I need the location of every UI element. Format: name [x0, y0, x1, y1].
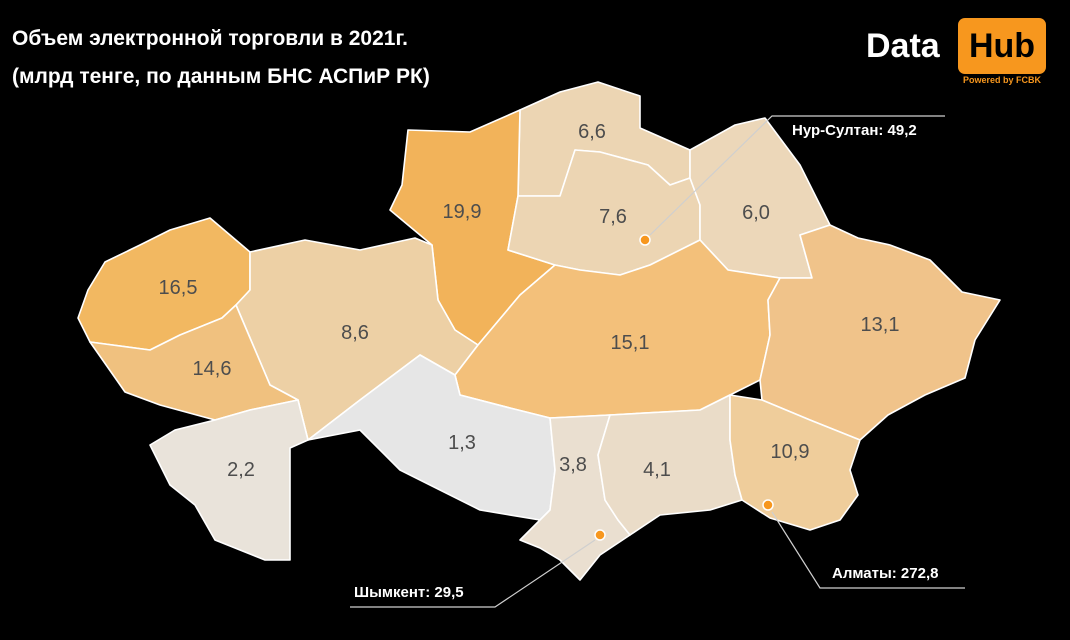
- city-marker-nursultan: [639, 234, 651, 246]
- region-label-north: 6,6: [578, 121, 606, 143]
- region-label-zhambyl: 4,1: [643, 459, 671, 481]
- leader-shymkent: [350, 539, 596, 608]
- region-almaty: [729, 394, 861, 531]
- region-atyrau: [89, 304, 299, 421]
- city-label-shymkent: Шымкент: 29,5: [354, 584, 464, 601]
- region-label-mangystau: 2,2: [227, 459, 255, 481]
- title-line-1: Объем электронной торговли в 2021г.: [12, 27, 408, 50]
- region-label-almaty: 10,9: [771, 441, 810, 463]
- region-label-east: 13,1: [861, 314, 900, 336]
- logo-hub-box: Hub: [958, 18, 1046, 74]
- city-label-almaty: Алматы: 272,8: [832, 565, 938, 582]
- leader-almaty: [771, 511, 965, 589]
- title-line-2: (млрд тенге, по данным БНС АСПиР РК): [12, 65, 430, 88]
- logo-powered-text: Powered by FCBK: [962, 75, 1041, 85]
- logo-hub-text: Hub: [968, 27, 1036, 65]
- region-label-akmola: 7,6: [599, 206, 627, 228]
- region-east: [759, 224, 1001, 441]
- city-marker-shymkent: [594, 529, 606, 541]
- region-label-karaganda: 15,1: [611, 332, 650, 354]
- region-label-atyrau: 14,6: [193, 358, 232, 380]
- region-label-kyzylorda: 1,3: [448, 432, 476, 454]
- map-title: Объем электронной торговли в 2021г. (млр…: [12, 20, 430, 96]
- region-mangystau: [149, 399, 309, 561]
- region-label-turkestan: 3,8: [559, 454, 587, 476]
- region-label-kostanay: 19,9: [443, 201, 482, 223]
- leader-nursultan: [649, 115, 945, 236]
- region-label-west: 16,5: [159, 277, 198, 299]
- region-label-pavlodar: 6,0: [742, 202, 770, 224]
- logo-data-text: Data: [866, 27, 940, 65]
- city-marker-almaty: [762, 499, 774, 511]
- region-label-aktobe: 8,6: [341, 322, 369, 344]
- datahub-logo: Data Hub Powered by FCBK: [866, 14, 1048, 94]
- city-label-nursultan: Нур-Султан: 49,2: [792, 122, 917, 139]
